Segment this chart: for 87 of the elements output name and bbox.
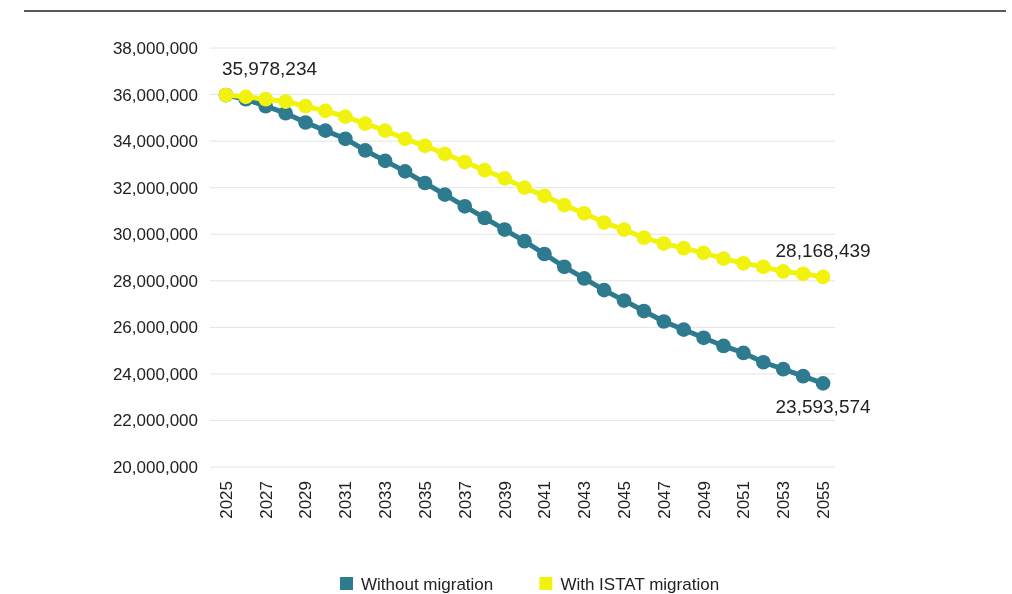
point bbox=[815, 269, 831, 285]
y-tick-label: 38,000,000 bbox=[112, 38, 198, 58]
x-tick-label: 2051 bbox=[734, 481, 754, 519]
point bbox=[318, 103, 333, 119]
point bbox=[616, 293, 632, 308]
point bbox=[616, 222, 632, 237]
point bbox=[537, 246, 552, 262]
point bbox=[716, 338, 731, 354]
y-tick-label: 28,000,000 bbox=[112, 271, 198, 291]
legend-label: With ISTAT migration bbox=[560, 574, 720, 594]
x-tick-label: 2039 bbox=[495, 481, 515, 519]
x-tick-label: 2027 bbox=[256, 481, 276, 519]
point bbox=[755, 259, 771, 275]
point bbox=[298, 115, 313, 130]
point bbox=[258, 91, 274, 107]
x-tick-label: 2041 bbox=[535, 481, 555, 519]
point bbox=[596, 282, 612, 298]
point bbox=[318, 123, 333, 138]
point bbox=[517, 233, 532, 249]
point bbox=[775, 264, 791, 279]
point bbox=[278, 94, 293, 109]
point bbox=[537, 188, 552, 204]
point bbox=[815, 376, 831, 391]
point bbox=[417, 138, 433, 154]
point bbox=[337, 109, 353, 125]
point bbox=[477, 210, 493, 226]
y-tick-label: 22,000,000 bbox=[112, 411, 198, 431]
x-tick-label: 2055 bbox=[814, 481, 834, 519]
point bbox=[795, 368, 811, 384]
point bbox=[397, 131, 413, 147]
point bbox=[357, 116, 373, 131]
x-tick-label: 2029 bbox=[296, 481, 316, 519]
x-tick-label: 2043 bbox=[575, 481, 595, 519]
x-tick-label: 2053 bbox=[774, 481, 794, 519]
point bbox=[636, 303, 652, 319]
point bbox=[755, 354, 771, 370]
data-label: 28,168,439 bbox=[775, 239, 871, 261]
point bbox=[696, 330, 711, 346]
point bbox=[676, 240, 692, 256]
point bbox=[497, 171, 512, 186]
point bbox=[556, 197, 572, 213]
point bbox=[696, 245, 711, 261]
data-label: 35,978,234 bbox=[221, 58, 318, 80]
point bbox=[337, 131, 353, 147]
point bbox=[397, 164, 413, 179]
point bbox=[656, 314, 672, 329]
point bbox=[736, 345, 751, 361]
y-tick-label: 30,000,000 bbox=[112, 225, 198, 245]
point bbox=[517, 180, 532, 196]
point bbox=[596, 215, 612, 230]
x-tick-label: 2047 bbox=[654, 481, 674, 519]
x-tick-label: 2033 bbox=[376, 481, 396, 519]
point bbox=[676, 322, 692, 337]
point bbox=[457, 154, 473, 170]
y-tick-label: 34,000,000 bbox=[112, 132, 198, 152]
data-label: 23,593,574 bbox=[775, 396, 872, 418]
point bbox=[556, 259, 572, 275]
point bbox=[497, 222, 512, 237]
x-tick-label: 2031 bbox=[336, 481, 356, 519]
x-tick-label: 2045 bbox=[614, 481, 634, 519]
point bbox=[417, 175, 433, 191]
x-tick-label: 2049 bbox=[694, 481, 714, 519]
point bbox=[716, 251, 731, 267]
x-tick-label: 2025 bbox=[216, 481, 236, 519]
point bbox=[736, 255, 751, 271]
point bbox=[576, 271, 592, 286]
point bbox=[636, 230, 652, 246]
point bbox=[377, 123, 393, 138]
point bbox=[298, 98, 313, 114]
y-tick-label: 36,000,000 bbox=[112, 85, 198, 105]
y-tick-label: 26,000,000 bbox=[112, 318, 198, 338]
point bbox=[576, 205, 592, 221]
y-tick-label: 20,000,000 bbox=[112, 457, 198, 477]
x-tick-label: 2037 bbox=[455, 481, 475, 519]
x-tick-label: 2035 bbox=[415, 481, 435, 519]
point bbox=[775, 361, 791, 377]
point bbox=[795, 266, 811, 282]
point bbox=[437, 187, 453, 202]
y-tick-label: 32,000,000 bbox=[112, 178, 198, 198]
point bbox=[437, 146, 453, 162]
point bbox=[457, 198, 473, 214]
legend-label: Without migration bbox=[361, 574, 494, 594]
point bbox=[377, 153, 393, 169]
point bbox=[357, 143, 373, 158]
point bbox=[477, 162, 493, 178]
y-tick-label: 24,000,000 bbox=[112, 364, 198, 384]
point bbox=[656, 236, 672, 251]
